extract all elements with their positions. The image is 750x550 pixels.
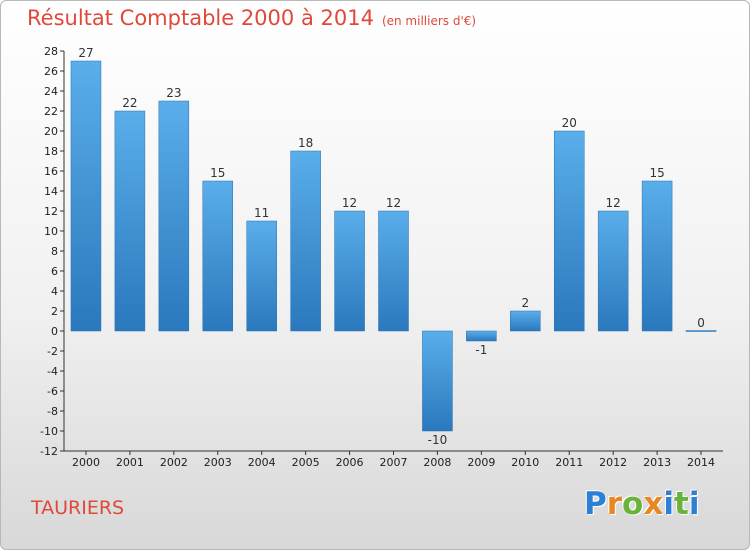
y-tick-label: 26 — [44, 65, 58, 78]
logo-letter: o — [622, 486, 644, 522]
x-tick-label: 2002 — [160, 456, 188, 469]
data-label-2002: 23 — [166, 86, 181, 100]
y-tick-label: 8 — [51, 245, 58, 258]
data-label-2003: 15 — [210, 166, 225, 180]
logo-letter: r — [606, 486, 623, 522]
x-tick-label: 2011 — [555, 456, 583, 469]
y-tick-label: -4 — [47, 365, 58, 378]
bar-2009 — [466, 330, 497, 342]
x-tick-label: 2009 — [467, 456, 495, 469]
x-tick-label: 2013 — [643, 456, 671, 469]
bar-2012 — [597, 210, 629, 332]
x-tick-label: 2003 — [204, 456, 232, 469]
logo-letter: x — [643, 486, 664, 522]
y-tick-label: 10 — [44, 225, 58, 238]
data-label-2008: -10 — [428, 433, 448, 447]
data-label-2009: -1 — [475, 343, 487, 357]
y-tick-label: -10 — [40, 425, 58, 438]
bar-2002 — [158, 100, 190, 332]
logo-letter: i — [663, 486, 674, 522]
y-tick-label: 24 — [44, 85, 58, 98]
bar-2004 — [246, 220, 277, 332]
x-tick-label: 2000 — [72, 456, 100, 469]
y-tick-label: 4 — [51, 285, 58, 298]
bar-2013 — [641, 180, 673, 332]
bar-2003 — [202, 180, 234, 332]
x-tick-label: 2012 — [599, 456, 627, 469]
y-tick-label: -2 — [47, 345, 58, 358]
y-tick-label: -8 — [47, 405, 58, 418]
y-tick-label: -6 — [47, 385, 58, 398]
bar-2000 — [70, 60, 102, 332]
data-label-2014: 0 — [697, 316, 705, 330]
proxiti-logo: Proxiti — [584, 486, 699, 522]
y-tick-label: 0 — [51, 325, 58, 338]
unit-note: (en milliers d'€) — [381, 14, 477, 28]
commune-name: TAURIERS — [31, 497, 125, 519]
y-tick-label: 22 — [44, 105, 58, 118]
bar-2001 — [114, 110, 146, 332]
y-tick-label: 28 — [44, 45, 58, 58]
data-label-2006: 12 — [342, 196, 357, 210]
x-tick-label: 2007 — [380, 456, 408, 469]
bar-2005 — [290, 150, 321, 332]
bar-2010 — [510, 310, 541, 332]
y-tick-label: 20 — [44, 125, 58, 138]
bar-2011 — [553, 130, 585, 332]
x-tick-label: 2008 — [423, 456, 451, 469]
data-label-2001: 22 — [122, 96, 137, 110]
data-label-2005: 18 — [298, 136, 313, 150]
bar-2006 — [334, 210, 365, 332]
y-tick-label: -12 — [40, 445, 58, 458]
data-label-2013: 15 — [649, 166, 664, 180]
y-tick-label: 18 — [44, 145, 58, 158]
data-labels: 27 22 23 15 11 18 12 12 -10 -1 2 20 12 15 0 — [78, 46, 705, 447]
data-label-2012: 12 — [606, 196, 621, 210]
y-tick-label: 16 — [44, 165, 58, 178]
y-tick-label: 14 — [44, 185, 58, 198]
data-label-2004: 11 — [254, 206, 269, 220]
x-tick-label: 2005 — [292, 456, 320, 469]
x-tick-label: 2014 — [687, 456, 715, 469]
x-tick-label: 2010 — [511, 456, 539, 469]
bar-2008 — [422, 330, 453, 432]
data-label-2010: 2 — [521, 296, 529, 310]
x-axis: 2000 2001 2002 2003 2004 2005 2006 2007 2008 2009… — [64, 450, 723, 469]
y-tick-label: 12 — [44, 205, 58, 218]
logo-letter: i — [688, 486, 700, 522]
logo-letter: t — [673, 486, 689, 522]
x-tick-label: 2001 — [116, 456, 144, 469]
bar-2014 — [685, 330, 717, 332]
y-tick-label: 6 — [51, 265, 58, 278]
data-label-2000: 27 — [78, 46, 93, 60]
x-tick-label: 2004 — [248, 456, 276, 469]
data-label-2007: 12 — [386, 196, 401, 210]
logo-letter: P — [584, 486, 607, 522]
x-tick-label: 2006 — [336, 456, 364, 469]
bars — [70, 60, 717, 432]
y-tick-label: 2 — [51, 305, 58, 318]
data-label-2011: 20 — [562, 116, 577, 130]
chart-title: Résultat Comptable 2000 à 2014 (en millie… — [27, 6, 477, 30]
bar-2007 — [378, 210, 409, 332]
